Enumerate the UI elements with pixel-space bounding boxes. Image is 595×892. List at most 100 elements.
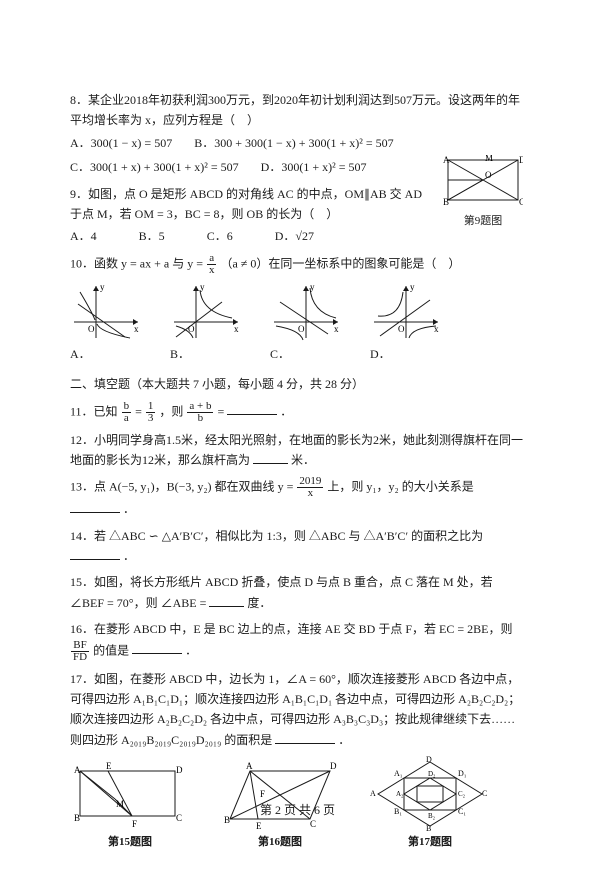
q10-y-eq: y =: [187, 256, 203, 270]
xy-graph-icon: x y O: [370, 282, 442, 342]
svg-text:B: B: [426, 824, 431, 831]
q10-graph-a: x y O A．: [70, 282, 142, 364]
svg-text:D₂: D₂: [428, 770, 436, 778]
q8-opt-b: B．300 + 300(1 − x) + 300(1 + x)² = 507: [194, 133, 393, 153]
q11-tail: ．: [280, 404, 292, 418]
q16-blank: [132, 641, 182, 654]
question-12: 12．小明同学身高1.5米，经太阳光照射，在地面的影长为2米，她此刻测得旗杆在同…: [70, 430, 525, 471]
q14-tail: ．: [123, 549, 135, 563]
svg-text:x: x: [334, 324, 339, 334]
svg-text:O: O: [485, 170, 492, 180]
svg-text:x: x: [134, 324, 139, 334]
svg-text:y: y: [100, 282, 105, 292]
q15-unit: 度．: [247, 596, 271, 610]
fig15-caption: 第15题图: [70, 833, 190, 852]
svg-text:D: D: [426, 756, 432, 764]
q9-figure: A B C D M O 第9题图: [443, 155, 523, 231]
svg-text:y: y: [310, 282, 315, 292]
q11-frac2: a + b b: [187, 401, 213, 424]
q15-blank: [209, 594, 244, 607]
q9-opt-a: A．4: [70, 226, 97, 246]
q13-blank: [70, 500, 120, 513]
fold-rect-icon: A B C D E F M: [70, 761, 190, 831]
svg-text:D: D: [176, 765, 183, 775]
q10-label-d: D．: [370, 344, 442, 364]
q13-pre: 13．点 A(−5, y₁)，B(−3, y₂) 都在双曲线: [70, 480, 278, 494]
q9-opt-b: B．5: [139, 226, 165, 246]
svg-text:O: O: [88, 324, 95, 334]
q10-graph-b: x y O B．: [170, 282, 242, 364]
q11-post: =: [217, 404, 227, 418]
q16-pre: 16．在菱形 ABCD 中，E 是 BC 边上的点，连接 AE 交 BD 于点 …: [70, 622, 512, 636]
svg-text:D: D: [330, 761, 337, 771]
svg-text:E: E: [106, 761, 112, 771]
q10-graph-d: x y O D．: [370, 282, 442, 364]
question-15: 15．如图，将长方形纸片 ABCD 折叠，使点 D 与点 B 重合，点 C 落在…: [70, 572, 525, 613]
fig16-caption: 第16题图: [220, 833, 340, 852]
fig17-caption: 第17题图: [370, 833, 490, 852]
svg-text:y: y: [200, 282, 205, 292]
q14-stem: 14．若 △ABC ∽ △A′B′C′，相似比为 1:3，则 △ABC 与 △A…: [70, 529, 483, 543]
svg-text:D₁: D₁: [458, 769, 467, 778]
question-13: 13．点 A(−5, y₁)，B(−3, y₂) 都在双曲线 y = 2019 …: [70, 476, 525, 519]
q12-blank: [253, 451, 288, 464]
svg-text:A: A: [443, 155, 450, 165]
svg-text:F: F: [132, 819, 137, 829]
q17-blank: [275, 731, 335, 744]
q10-label-a: A．: [70, 344, 142, 364]
q10-fraction: a x: [207, 253, 217, 276]
question-16: 16．在菱形 ABCD 中，E 是 BC 边上的点，连接 AE 交 BD 于点 …: [70, 619, 525, 662]
q14-blank: [70, 547, 120, 560]
svg-text:O: O: [188, 324, 195, 334]
svg-text:C: C: [519, 197, 523, 207]
q8-stem: 8．某企业2018年初获利润300万元，到2020年初计划利润达到507万元。设…: [70, 90, 525, 131]
q11-frac-rhs: 1 3: [146, 401, 156, 424]
q10-stem-mid: （a ≠ 0）在同一坐标系中的图象可能是（ ）: [220, 256, 460, 270]
xy-graph-icon: x y O: [170, 282, 242, 342]
q13-tail: ．: [123, 502, 135, 516]
q8-opt-c: C．300(1 + x) + 300(1 + x)² = 507: [70, 157, 239, 177]
q13-mid: 上，则 y₁，y₂ 的大小关系是: [327, 480, 473, 494]
q8-opt-d: D．300(1 + x)² = 507: [261, 157, 367, 177]
q12-unit: 米．: [291, 453, 315, 467]
svg-text:O: O: [398, 324, 405, 334]
q13-fraction: 2019 x: [297, 476, 323, 499]
q9-caption: 第9题图: [443, 212, 523, 231]
svg-text:M: M: [485, 155, 493, 163]
svg-text:A₁: A₁: [394, 769, 403, 778]
q8-options: A．300(1 − x) = 507 B．300 + 300(1 − x) + …: [70, 133, 525, 153]
q10-label-b: B．: [170, 344, 242, 364]
svg-text:y: y: [410, 282, 415, 292]
q16-fraction: BF FD: [71, 640, 89, 663]
q10-label-c: C．: [270, 344, 342, 364]
svg-text:C₂: C₂: [458, 790, 466, 798]
q11-mid: ，则: [159, 404, 186, 418]
svg-text:A₂: A₂: [396, 790, 404, 798]
xy-graph-icon: x y O: [70, 282, 142, 342]
q16-mid: 的值是: [93, 643, 129, 657]
svg-text:C: C: [310, 819, 316, 829]
nested-rhombus-icon: D C B A D₁ C₁ B₁ A₁ D₂ C₂ B₂ A₂: [370, 756, 490, 831]
q9-opt-c: C．6: [207, 226, 233, 246]
q16-tail: ．: [185, 643, 197, 657]
rhombus-diag-icon: A B C D E F: [220, 761, 340, 831]
q10-graphs: x y O A． x y O B．: [70, 282, 525, 364]
q8-opt-a: A．300(1 − x) = 507: [70, 133, 172, 153]
svg-text:F: F: [260, 789, 265, 799]
q11-frac1: b a: [122, 401, 132, 424]
xy-graph-icon: x y O: [270, 282, 342, 342]
question-17: 17．如图，在菱形 ABCD 中，边长为 1，∠A = 60°，顺次连接菱形 A…: [70, 669, 525, 751]
svg-text:B: B: [443, 197, 449, 207]
svg-text:E: E: [256, 821, 262, 831]
svg-text:O: O: [298, 324, 305, 334]
section-2-title: 二、填空题（本大题共 7 小题，每小题 4 分，共 28 分）: [70, 374, 525, 394]
page-content: 8．某企业2018年初获利润300万元，到2020年初计划利润达到507万元。设…: [0, 0, 595, 892]
svg-text:C: C: [482, 789, 487, 798]
q10-graph-c: x y O C．: [270, 282, 342, 364]
svg-text:A: A: [370, 789, 376, 798]
q11-pre: 11．已知: [70, 404, 121, 418]
q15-stem: 15．如图，将长方形纸片 ABCD 折叠，使点 D 与点 B 重合，点 C 落在…: [70, 575, 493, 609]
page-footer: 第 2 页 共 6 页: [0, 801, 595, 818]
question-11: 11．已知 b a = 1 3 ，则 a + b b = ．: [70, 401, 525, 424]
q13-yeq: y =: [278, 480, 294, 494]
